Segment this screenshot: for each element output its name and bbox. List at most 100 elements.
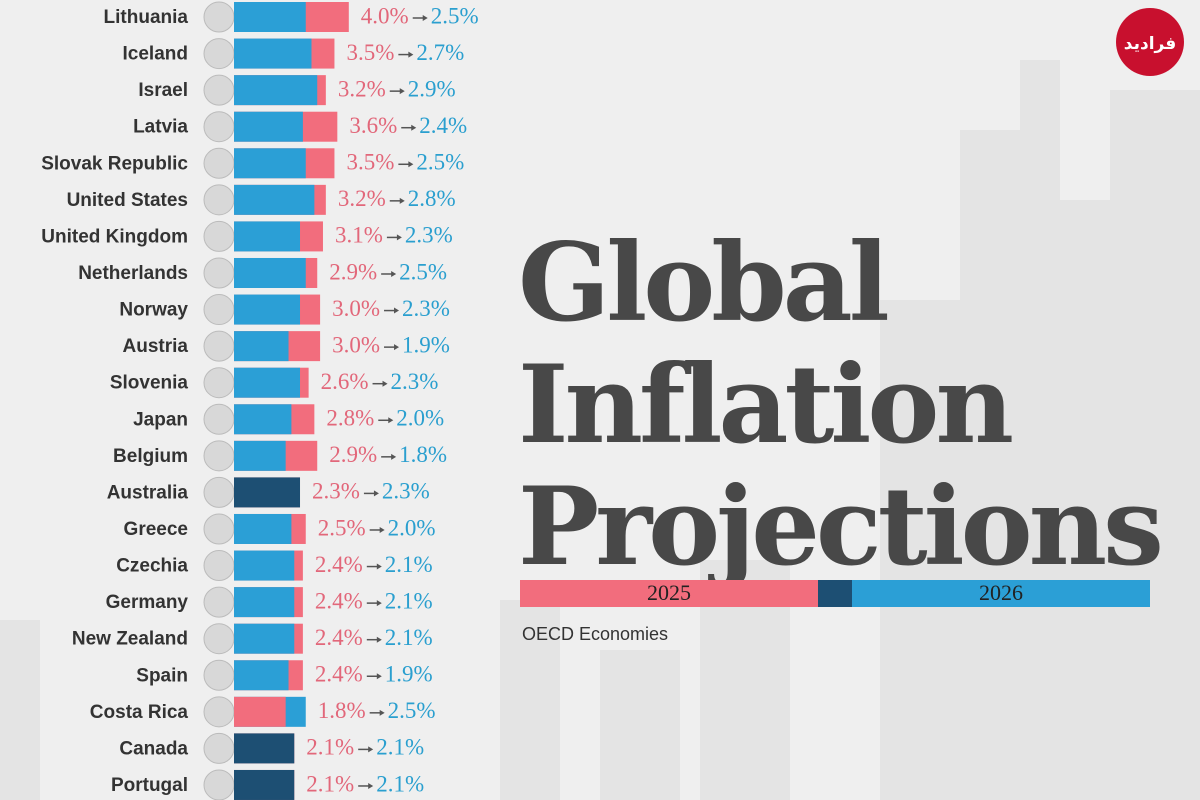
value-label: 2.5% [388, 698, 436, 723]
country-label: Australia [107, 482, 189, 503]
value-label: 3.5% [346, 40, 394, 65]
bar [234, 623, 295, 654]
country-label: Austria [123, 336, 189, 357]
value-label: 2.4% [315, 588, 363, 613]
legend-swatch [852, 580, 1150, 607]
value-label: 2.4% [315, 662, 363, 687]
arrow-head [379, 709, 385, 716]
value-label: 3.2% [338, 186, 386, 211]
value-label: 3.2% [338, 76, 386, 101]
value-label: 2.3% [312, 479, 360, 504]
bar [234, 111, 303, 142]
country-label: Costa Rica [90, 702, 189, 723]
value-label: 2.3% [382, 479, 430, 504]
flag [203, 220, 235, 252]
value-label: 2.4% [315, 552, 363, 577]
legend-swatch [818, 580, 852, 607]
arrow-head [411, 124, 417, 131]
flag [203, 74, 235, 106]
flag [203, 696, 235, 728]
country-label: Germany [106, 592, 189, 613]
flag [203, 513, 235, 545]
bar [234, 477, 301, 508]
flag [203, 1, 235, 33]
flag [203, 476, 235, 508]
country-label: Netherlands [78, 263, 188, 284]
bar [234, 257, 306, 288]
flag [203, 732, 235, 764]
value-label: 2.1% [385, 588, 433, 613]
country-label: Portugal [111, 775, 188, 796]
flag [203, 623, 235, 655]
value-label: 1.8% [399, 442, 447, 467]
value-label: 1.8% [318, 698, 366, 723]
value-label: 3.5% [346, 150, 394, 175]
country-label: Japan [133, 409, 188, 430]
bar [234, 550, 295, 581]
flag [203, 147, 235, 179]
bar [234, 587, 295, 618]
bar [234, 331, 289, 362]
bar [234, 148, 306, 179]
arrow-head [388, 417, 394, 424]
value-label: 2.1% [385, 552, 433, 577]
flag [203, 294, 235, 326]
value-label: 2.1% [376, 735, 424, 760]
arrow-head [391, 270, 397, 277]
arrow-head [368, 782, 374, 789]
value-label: 3.0% [332, 332, 380, 357]
watermark-text: فرادید [1124, 34, 1176, 54]
country-label: United Kingdom [41, 226, 188, 247]
country-label: Norway [119, 300, 188, 321]
country-label: Latvia [133, 117, 188, 138]
bar [234, 769, 295, 800]
flag [203, 184, 235, 216]
value-label: 2.0% [388, 515, 436, 540]
value-label: 2.8% [408, 186, 456, 211]
value-label: 2.8% [326, 406, 374, 431]
arrow-head [399, 197, 405, 204]
flag [203, 769, 235, 800]
country-label: Czechia [116, 556, 188, 577]
value-label: 1.9% [385, 662, 433, 687]
flag [203, 330, 235, 362]
value-label: 2.9% [408, 76, 456, 101]
chart-subtitle: OECD Economies [522, 624, 668, 644]
value-label: 2.1% [306, 771, 354, 796]
bar [234, 367, 301, 398]
legend: 2025 2026 [520, 580, 1150, 607]
country-label: Spain [136, 665, 188, 686]
country-label: Belgium [113, 446, 188, 467]
watermark-badge [1116, 8, 1184, 76]
bar [234, 404, 292, 435]
country-label: Iceland [123, 44, 188, 65]
country-label: Israel [138, 80, 188, 101]
bar [234, 440, 286, 471]
bar [234, 733, 295, 764]
skyline [0, 60, 1200, 800]
flag [203, 586, 235, 618]
country-label: United States [67, 190, 188, 211]
value-label: 2.1% [306, 735, 354, 760]
flag [203, 38, 235, 70]
value-label: 2.4% [315, 625, 363, 650]
arrow-head [376, 636, 382, 643]
arrow-head [376, 600, 382, 607]
flag [203, 257, 235, 289]
value-label: 2.6% [321, 369, 369, 394]
flag [203, 550, 235, 582]
value-label: 2.4% [419, 113, 467, 138]
arrow-head [396, 234, 402, 241]
bar [234, 184, 315, 215]
arrow-head [373, 490, 379, 497]
bar [234, 660, 289, 691]
value-label: 2.3% [391, 369, 439, 394]
value-label: 2.1% [376, 771, 424, 796]
value-label: 2.3% [402, 296, 450, 321]
arrow-head [368, 746, 374, 753]
legend-label: 2026 [979, 580, 1023, 605]
value-label: 4.0% [361, 3, 409, 28]
flag [203, 111, 235, 143]
value-label: 2.9% [329, 442, 377, 467]
